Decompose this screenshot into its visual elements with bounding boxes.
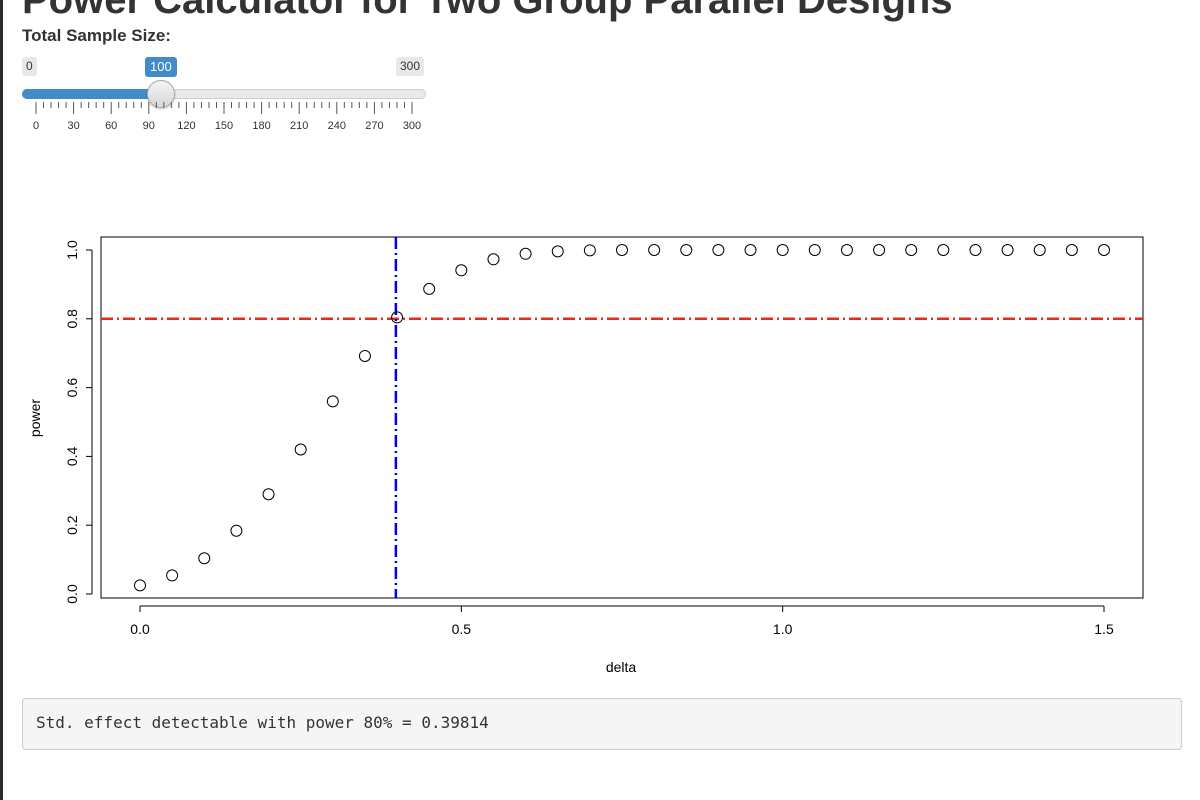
slider-tick-label: 0 xyxy=(33,120,39,132)
data-point xyxy=(262,488,275,501)
data-point xyxy=(230,524,243,537)
data-point xyxy=(198,552,211,565)
window-edge xyxy=(0,0,3,800)
data-point xyxy=(840,244,853,256)
slider-handle[interactable] xyxy=(147,80,175,108)
x-tick-label: 0.5 xyxy=(452,621,472,637)
data-point xyxy=(487,253,500,266)
data-point xyxy=(937,244,950,256)
slider-tick-label: 300 xyxy=(403,120,421,132)
y-tick-label: 0.0 xyxy=(64,584,80,604)
power-plot: 0.0 0.5 1.0 1.5 0.0 0.2 0.4 0.6 0.8 1.0 delta po… xyxy=(27,236,1144,675)
y-tick-label: 0.4 xyxy=(64,446,80,466)
slider-tick-label: 150 xyxy=(215,120,233,132)
x-tick-label: 1.5 xyxy=(1094,621,1114,637)
page-title: Power Calculator for Two Group Parallel … xyxy=(22,0,953,22)
data-point xyxy=(648,244,661,256)
data-point xyxy=(455,264,468,277)
data-points xyxy=(134,244,1110,592)
data-point xyxy=(358,349,371,362)
slider-min-label: 0 xyxy=(22,57,37,76)
slider-tick-label: 30 xyxy=(67,120,79,132)
slider-tick-label: 180 xyxy=(252,120,270,132)
data-point xyxy=(551,245,564,258)
x-tick-label: 1.0 xyxy=(773,621,793,637)
slider-max-label: 300 xyxy=(396,57,425,76)
data-point xyxy=(326,395,339,408)
plot-frame xyxy=(100,236,1144,599)
y-tick-label: 0.2 xyxy=(64,515,80,535)
data-point xyxy=(1001,244,1014,256)
slider-value-label: 100 xyxy=(145,57,177,77)
slider-label: Total Sample Size: xyxy=(22,26,171,45)
data-point xyxy=(294,443,307,456)
data-point xyxy=(391,311,404,324)
data-point xyxy=(905,244,918,256)
slider-ticks: 0 30 60 90 120 150 180 210 240 270 300 xyxy=(33,102,421,132)
y-axis-label: power xyxy=(27,399,43,437)
result-output: Std. effect detectable with power 80% = … xyxy=(22,698,1182,750)
slider-tick-label: 210 xyxy=(290,120,308,132)
data-point xyxy=(744,244,757,256)
y-tick-label: 0.8 xyxy=(64,309,80,329)
x-tick-label: 0.0 xyxy=(130,621,150,637)
data-point xyxy=(166,569,179,582)
slider-tick-label: 90 xyxy=(143,120,155,132)
data-point xyxy=(776,244,789,256)
data-point xyxy=(583,244,596,257)
data-point xyxy=(616,244,628,256)
slider-fill xyxy=(22,89,162,99)
data-point xyxy=(1098,244,1110,256)
slider-tick-label: 120 xyxy=(177,120,195,132)
data-point xyxy=(1033,244,1046,256)
data-point xyxy=(134,579,146,592)
reference-lines xyxy=(101,237,1143,598)
data-point xyxy=(808,244,821,256)
y-axis: 0.0 0.2 0.4 0.6 0.8 1.0 xyxy=(64,240,93,604)
y-tick-label: 0.6 xyxy=(64,378,80,398)
data-point xyxy=(712,244,725,256)
slider-tick-label: 60 xyxy=(105,120,117,132)
data-point xyxy=(969,244,982,256)
data-point xyxy=(519,247,532,260)
data-point xyxy=(1065,244,1078,256)
slider-tick-label: 270 xyxy=(365,120,383,132)
data-point xyxy=(873,244,886,256)
x-axis-label: delta xyxy=(606,659,637,675)
data-point xyxy=(423,282,436,295)
data-point xyxy=(680,244,693,256)
x-axis: 0.0 0.5 1.0 1.5 xyxy=(130,605,1114,637)
y-tick-label: 1.0 xyxy=(64,240,80,260)
slider-tick-label: 240 xyxy=(328,120,346,132)
